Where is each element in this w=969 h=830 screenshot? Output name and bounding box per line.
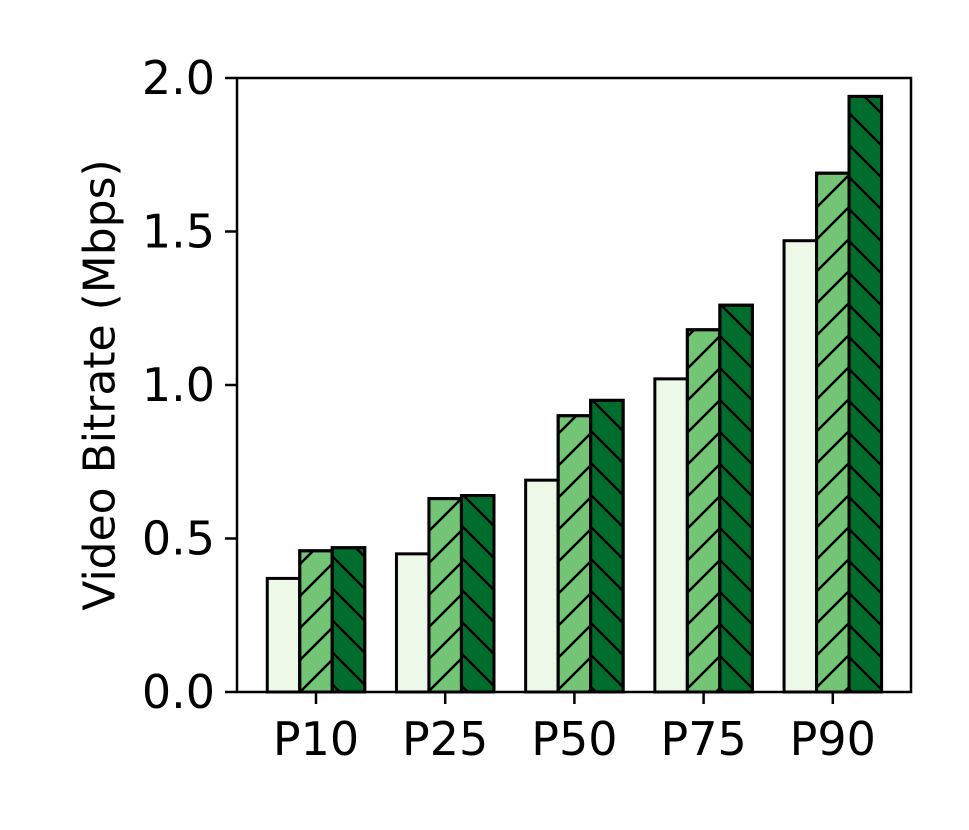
bar-hatch-p25-series-2: [427, 497, 463, 694]
bar-p50-series-1: [524, 478, 560, 694]
bar-hatch-p50-series-2: [556, 414, 593, 694]
y-tick-label-2.0: 2.0: [142, 51, 215, 105]
bar-p25-series-1: [394, 552, 431, 694]
x-tick-label-p25: P25: [402, 712, 488, 766]
bar-p90-series-1: [782, 239, 819, 694]
y-axis-title: Video Bitrate (Mbps): [75, 159, 126, 610]
bars-group: [265, 94, 884, 694]
bar-hatch-p25-series-3: [459, 494, 496, 694]
x-tick-label-p90: P90: [790, 712, 876, 766]
bar-hatch-p75-series-3: [718, 303, 754, 694]
bar-hatch-p50-series-3: [589, 398, 625, 694]
bar-hatch-p10-series-3: [330, 546, 367, 694]
bar-hatch-p10-series-2: [298, 549, 334, 694]
x-tick-label-p50: P50: [531, 712, 617, 766]
x-tick-label-p75: P75: [660, 712, 746, 766]
y-tick-label-1.0: 1.0: [142, 358, 215, 412]
axes-group: P10 P25 P50 P75 P90 0.0 0.5 1.0 1.5 2.0: [142, 51, 913, 766]
y-tick-label-1.5: 1.5: [142, 205, 215, 259]
bar-hatch-p90-series-2: [815, 171, 851, 694]
bar-hatch-p90-series-3: [847, 94, 884, 694]
plot-frame: [235, 76, 913, 694]
y-tick-label-0.0: 0.0: [142, 665, 215, 719]
bar-hatch-p75-series-2: [685, 328, 722, 694]
x-tick-label-p10: P10: [273, 712, 359, 766]
y-tick-label-0.5: 0.5: [142, 512, 215, 566]
bar-p10-series-1: [265, 576, 302, 694]
bar-p75-series-1: [653, 377, 689, 694]
